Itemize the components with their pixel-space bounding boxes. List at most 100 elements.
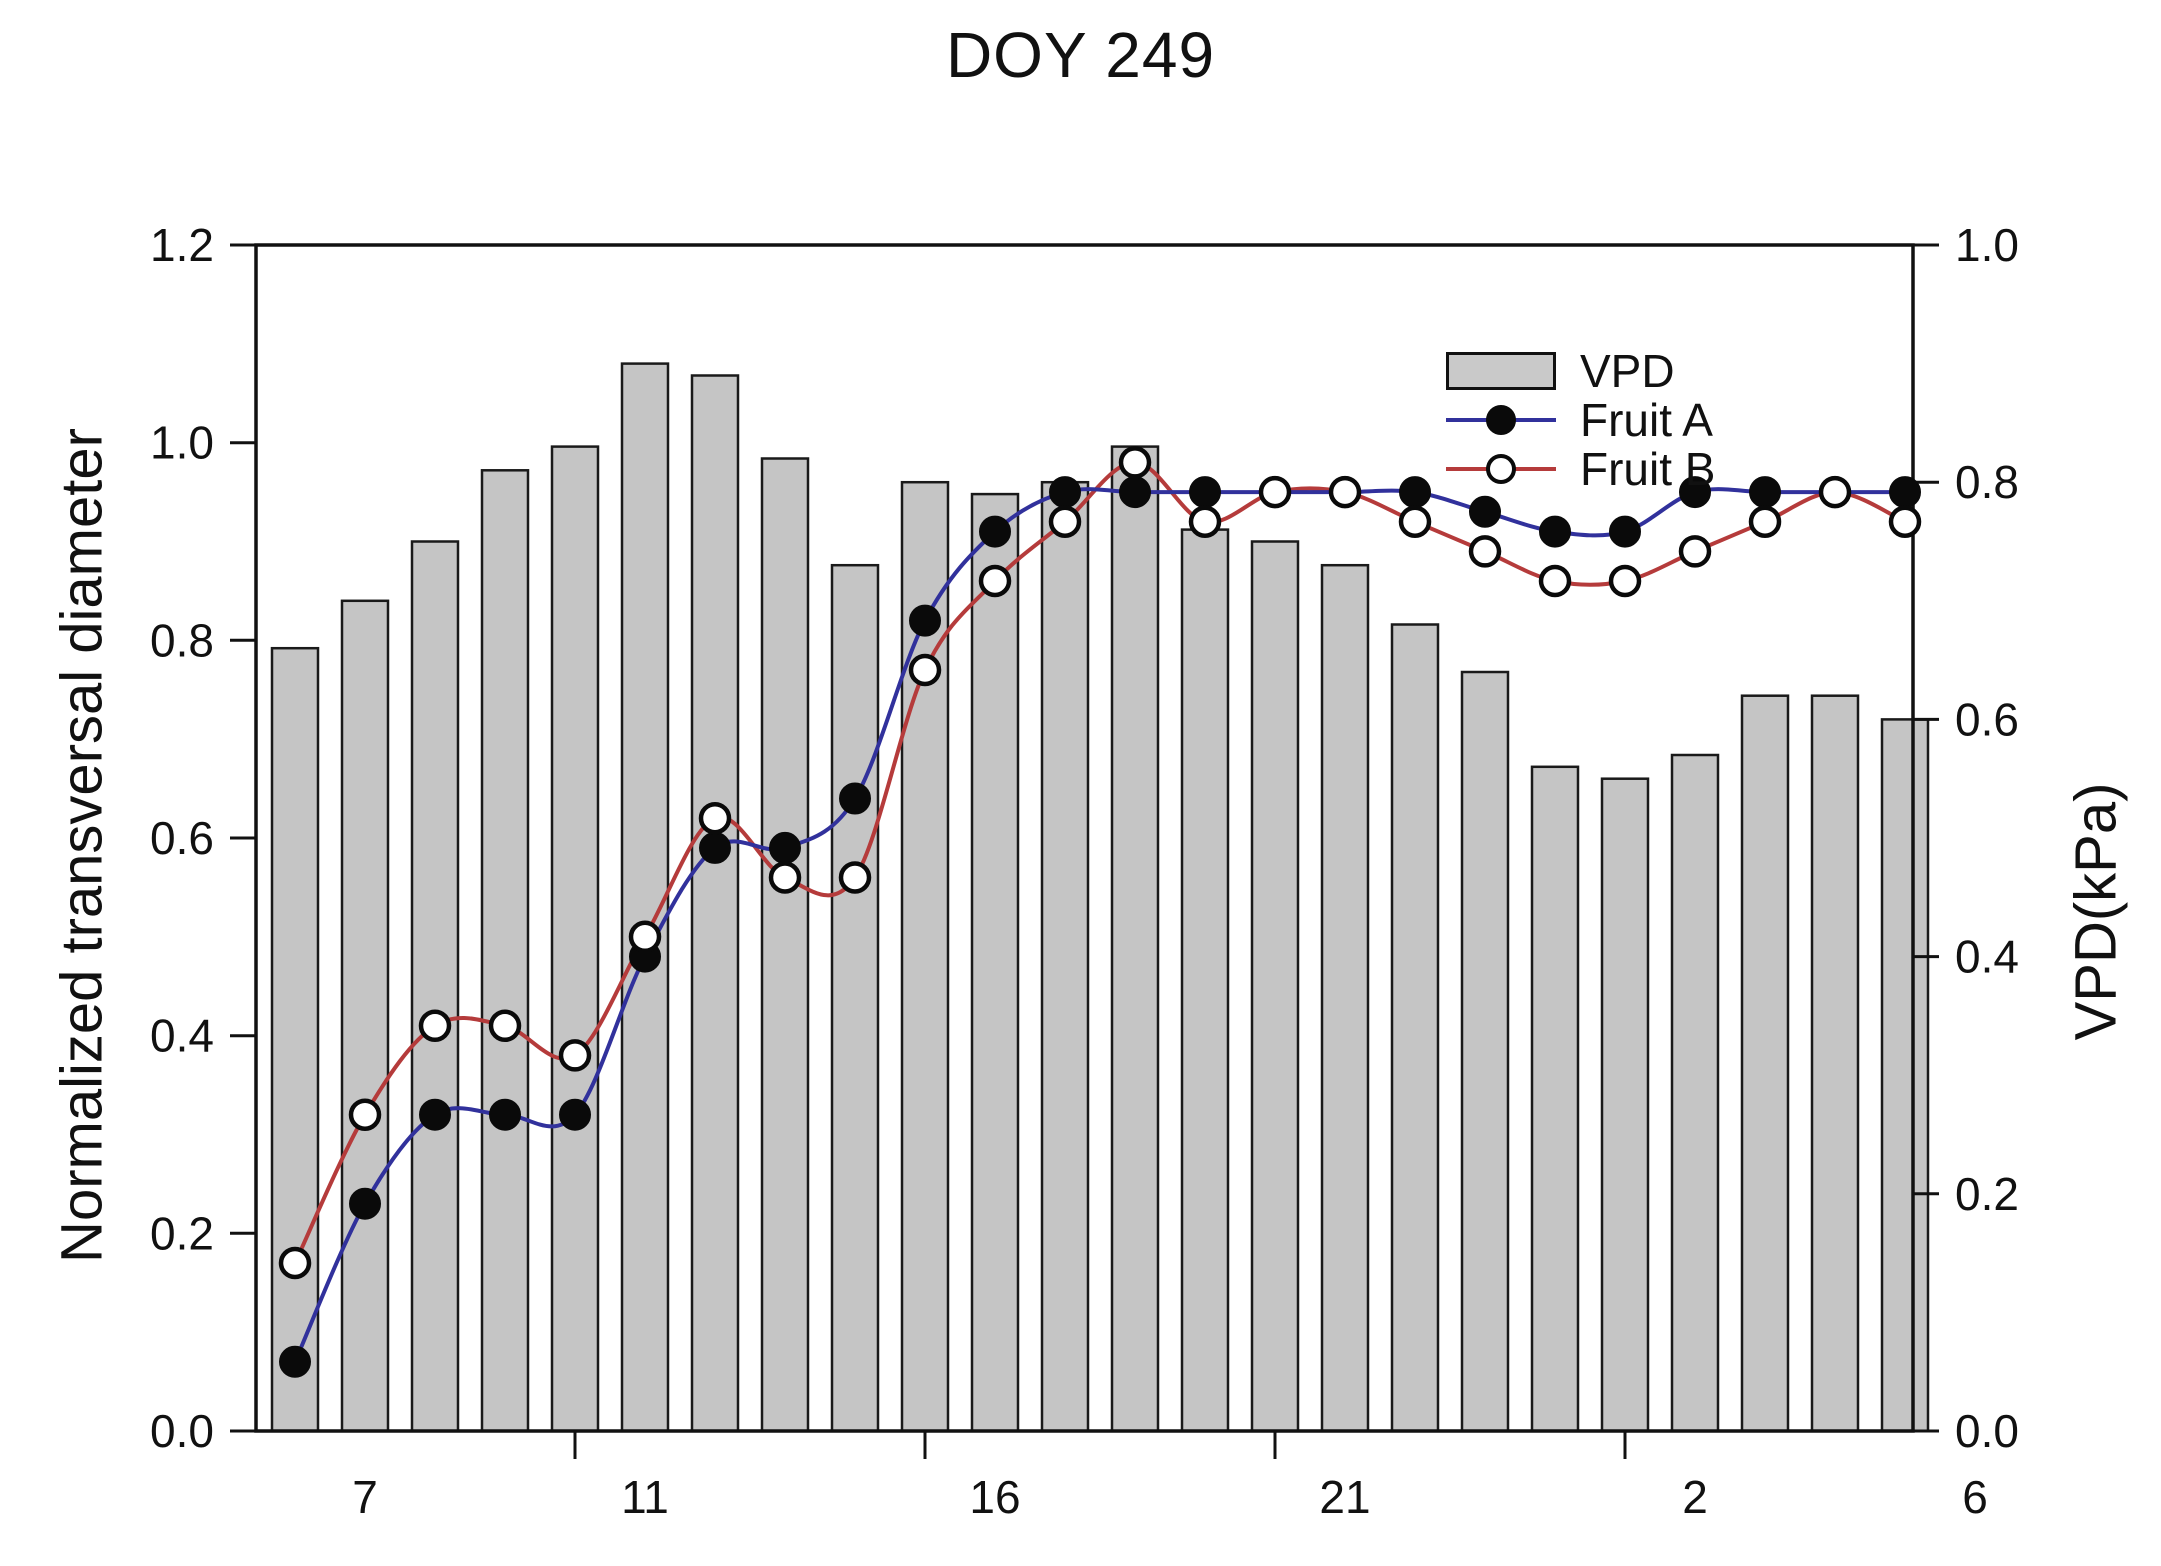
fruit-b-point	[1398, 505, 1432, 538]
fruit-a-point	[699, 831, 731, 864]
fruit-a-point	[1189, 476, 1221, 509]
fruit-a-point	[1399, 476, 1431, 509]
fruit-b-point	[1258, 475, 1292, 509]
fruit-b-point	[558, 1039, 592, 1072]
vpd-bar	[340, 599, 390, 1433]
fruit-a-point	[909, 604, 941, 637]
vpd-bar	[1740, 694, 1790, 1433]
vpd-bar	[270, 646, 320, 1433]
legend-label-fruit-a: Fruit A	[1580, 393, 1713, 446]
legend-item-fruit-b: Fruit B	[1446, 444, 1715, 493]
x-axis-tick-label: 11	[621, 1471, 669, 1523]
x-axis-tick-label: 6	[1962, 1471, 1988, 1523]
left-axis-tick-label: 0.8	[150, 614, 214, 666]
fruit-a-point	[1119, 476, 1151, 509]
vpd-bar	[1530, 765, 1580, 1433]
fruit-a-point	[1889, 476, 1921, 509]
fruit-b-point	[1818, 475, 1852, 509]
fruit-b-point	[1118, 446, 1152, 479]
left-axis-tick-label: 1.0	[150, 417, 214, 469]
x-axis-tick-label: 2	[1682, 1471, 1708, 1523]
chart-title: DOY 249	[945, 19, 1216, 91]
right-axis-tick-label: 0.2	[1955, 1168, 2019, 1220]
fruit-b-point	[1188, 505, 1222, 538]
right-axis-tick-label: 0.6	[1955, 693, 2019, 745]
fruit-b-point	[768, 861, 802, 894]
vpd-swatch-icon	[1446, 351, 1556, 390]
fruit-a-point	[1539, 515, 1571, 548]
fruit-b-point	[978, 564, 1012, 598]
vpd-bar	[1880, 718, 1930, 1433]
legend: VPD Fruit A Fruit B	[1446, 346, 1715, 493]
fruit-b-point	[1048, 505, 1082, 538]
fruit-a-line	[293, 487, 1905, 1363]
vpd-bar	[620, 362, 670, 1433]
fruit-a-point	[1469, 495, 1501, 528]
fruit-b-point	[628, 920, 662, 954]
legend-item-fruit-a: Fruit A	[1446, 395, 1715, 444]
fruit-b-point	[838, 861, 872, 894]
vpd-bar	[970, 492, 1020, 1433]
fruit-b-point	[908, 653, 942, 687]
fruit-a-point	[839, 782, 871, 815]
vpd-bar	[1110, 445, 1160, 1433]
fruit-a-point	[1609, 515, 1641, 548]
fruit-a-point	[979, 515, 1011, 548]
fruit-a-point	[1049, 476, 1081, 509]
fruit-b-marker-icon	[1446, 453, 1556, 484]
legend-label-vpd: VPD	[1580, 344, 1675, 397]
fruit-b-point	[1468, 535, 1502, 568]
vpd-bar	[1040, 480, 1090, 1433]
fruit-b-point	[1328, 475, 1362, 509]
x-axis-tick-label: 16	[969, 1471, 1020, 1523]
vpd-bar	[1600, 777, 1650, 1433]
fruit-a-marker-icon	[1446, 404, 1556, 435]
vpd-bar	[1390, 623, 1440, 1433]
fruit-b-point	[1678, 535, 1712, 568]
vpd-bar	[1180, 528, 1230, 1433]
fruit-a-point	[279, 1345, 311, 1378]
left-axis-tick-label: 0.0	[150, 1405, 214, 1457]
x-axis-tick-label: 21	[1319, 1471, 1370, 1523]
fruit-b-point	[698, 801, 732, 835]
fruit-b-line	[293, 460, 1906, 1264]
fruit-a-point	[1749, 476, 1781, 509]
fruit-a-point	[489, 1098, 521, 1131]
fruit-b-point	[1888, 505, 1922, 538]
fruit-b-point	[1608, 564, 1642, 598]
fruit-a-point	[769, 831, 801, 864]
vpd-bar	[410, 540, 460, 1433]
left-axis-tick-label: 0.2	[150, 1207, 214, 1259]
x-axis-tick-label: 7	[352, 1471, 378, 1523]
vpd-bar	[830, 563, 880, 1433]
left-axis-tick-label: 0.6	[150, 812, 214, 864]
right-axis-tick-label: 1.0	[1955, 219, 2019, 271]
fruit-b-point	[1748, 505, 1782, 538]
fruit-b-point	[1538, 564, 1572, 598]
vpd-bar	[690, 374, 740, 1433]
vpd-bar	[1810, 694, 1860, 1433]
left-axis-tick-label: 0.4	[150, 1010, 214, 1062]
vpd-bar	[480, 469, 530, 1433]
fruit-b-point	[488, 1009, 522, 1043]
fruit-a-point	[349, 1187, 381, 1220]
fruit-b-point	[348, 1098, 382, 1131]
vpd-bar	[1320, 563, 1370, 1433]
fruit-b-point	[278, 1246, 312, 1280]
fruit-a-point	[1679, 476, 1711, 509]
vpd-bar	[550, 445, 600, 1433]
fruit-a-point	[559, 1098, 591, 1131]
legend-item-vpd: VPD	[1446, 346, 1715, 395]
left-axis-tick-label: 1.2	[150, 219, 214, 271]
fruit-a-point	[419, 1098, 451, 1131]
vpd-bar	[1460, 670, 1510, 1433]
right-axis-tick-label: 0.0	[1955, 1405, 2019, 1457]
right-axis-tick-label: 0.4	[1955, 931, 2019, 983]
vpd-bar	[760, 457, 810, 1433]
right-axis-tick-label: 0.8	[1955, 456, 2019, 508]
vpd-bar	[1250, 540, 1300, 1433]
legend-label-fruit-b: Fruit B	[1580, 442, 1716, 495]
fruit-b-point	[418, 1009, 452, 1043]
